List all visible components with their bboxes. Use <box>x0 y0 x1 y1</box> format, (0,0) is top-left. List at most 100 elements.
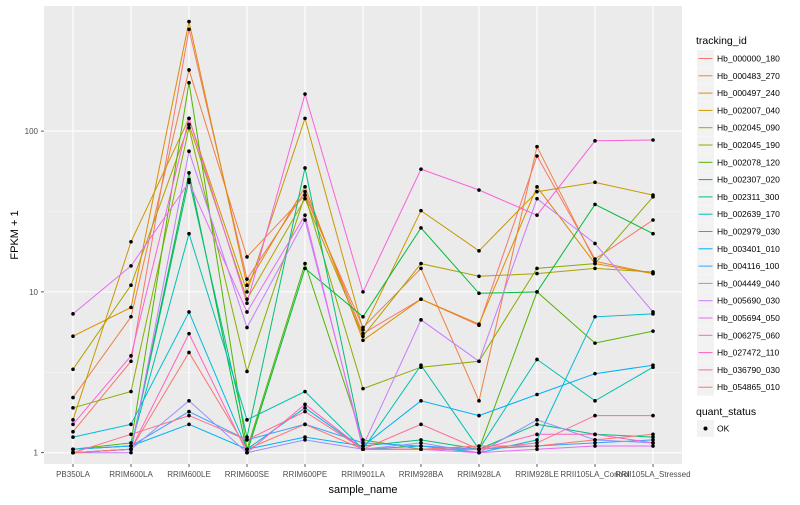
data-point <box>245 310 249 314</box>
data-point <box>593 441 597 445</box>
y-tick-label: 1 <box>34 449 39 458</box>
data-point <box>187 27 191 32</box>
data-point <box>477 188 481 192</box>
data-point <box>651 441 655 445</box>
data-point <box>303 261 307 266</box>
legend-item-label: Hb_027472_110 <box>717 348 780 358</box>
data-point <box>419 438 423 442</box>
data-point <box>477 291 481 296</box>
data-point <box>303 406 307 410</box>
data-point <box>303 435 307 439</box>
data-point <box>129 354 133 358</box>
data-point <box>593 261 597 266</box>
data-point <box>535 290 539 294</box>
x-tick-label: RRIM928BA <box>399 470 444 479</box>
data-point <box>361 441 365 445</box>
data-point <box>593 139 597 143</box>
data-point <box>419 318 423 322</box>
data-point <box>303 266 307 271</box>
data-point <box>129 283 133 288</box>
data-point <box>187 19 191 24</box>
data-point <box>245 418 249 422</box>
data-point <box>303 189 307 194</box>
data-point <box>419 444 423 448</box>
data-point <box>535 271 539 276</box>
data-point <box>593 399 597 403</box>
data-point <box>71 450 75 455</box>
data-point <box>71 367 75 372</box>
data-point <box>477 359 481 364</box>
data-point <box>303 213 307 217</box>
y-axis: 1 10 100 <box>25 127 44 458</box>
data-point <box>303 185 307 189</box>
data-point <box>419 399 423 403</box>
data-point <box>245 255 249 259</box>
data-point <box>419 208 423 213</box>
data-point <box>129 447 133 452</box>
data-point <box>187 310 191 314</box>
data-point <box>535 213 539 217</box>
data-point <box>303 166 307 170</box>
data-point <box>651 444 655 448</box>
data-point <box>187 180 191 185</box>
legend-item-label: Hb_002045_090 <box>717 123 780 133</box>
legend-item-label: Hb_002639_170 <box>717 209 780 219</box>
data-point <box>535 185 539 189</box>
legend2-title: quant_status <box>696 406 756 418</box>
data-point <box>187 422 191 427</box>
data-point <box>593 241 597 246</box>
data-point <box>651 413 655 418</box>
data-point <box>245 325 249 330</box>
y-tick-label: 100 <box>25 127 39 136</box>
data-point <box>187 68 191 72</box>
legend-items: Hb_000000_180 Hb_000483_270 Hb_000497_240 H… <box>697 50 780 396</box>
data-point <box>477 450 481 455</box>
data-point <box>187 399 191 403</box>
data-point <box>245 290 249 294</box>
legend-item-label: Hb_002078_120 <box>717 157 780 167</box>
data-point <box>303 218 307 222</box>
data-point <box>245 277 249 281</box>
x-tick-label: RRIM600LA <box>109 470 153 479</box>
x-tick-label: RRIM600LE <box>167 470 211 479</box>
data-point <box>129 422 133 427</box>
data-point <box>419 447 423 452</box>
data-point <box>593 341 597 345</box>
x-axis: PB350LA RRIM600LA RRIM600LE RRIM600SE RRIM60… <box>56 464 691 479</box>
data-point <box>129 305 133 310</box>
legend-quant-status: quant_status OK <box>696 406 756 437</box>
data-point <box>71 447 75 452</box>
data-point <box>593 444 597 448</box>
data-point <box>303 422 307 427</box>
data-point <box>129 450 133 455</box>
data-point <box>71 406 75 410</box>
legend-item-label: Hb_000497_240 <box>717 88 780 98</box>
data-point <box>361 444 365 448</box>
legend-item-label: Hb_054865_010 <box>717 382 780 392</box>
x-tick-label: RRII105LA_Stressed <box>615 470 690 479</box>
data-point <box>71 395 75 400</box>
legend-item-label: Hb_005690_030 <box>717 296 780 306</box>
data-point <box>129 264 133 268</box>
data-point <box>535 357 539 362</box>
data-point <box>129 239 133 244</box>
data-point <box>71 435 75 439</box>
data-point <box>303 438 307 442</box>
data-point <box>535 441 539 445</box>
data-point <box>651 329 655 333</box>
data-point <box>419 297 423 302</box>
legend-item-label: Hb_004449_040 <box>717 278 780 288</box>
legend-item-label: Hb_002311_300 <box>717 192 780 202</box>
legend-item-label: Hb_002307_020 <box>717 175 780 185</box>
data-point <box>303 409 307 414</box>
data-point <box>361 338 365 343</box>
data-point <box>361 447 365 452</box>
y-tick-label: 10 <box>29 288 38 297</box>
data-point <box>187 350 191 355</box>
x-tick-label: RRIM928LA <box>457 470 501 479</box>
data-point <box>593 314 597 319</box>
data-point <box>535 266 539 271</box>
data-point <box>303 196 307 201</box>
data-point <box>651 138 655 142</box>
